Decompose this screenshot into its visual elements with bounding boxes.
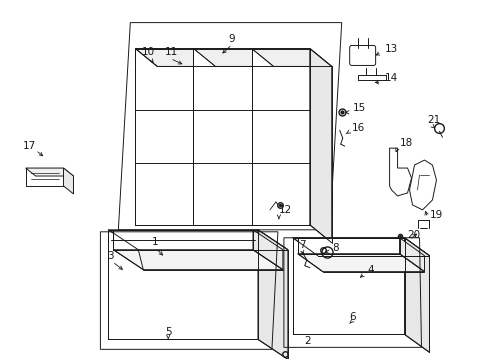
Polygon shape bbox=[404, 238, 428, 352]
Text: 11: 11 bbox=[165, 48, 178, 58]
Text: 13: 13 bbox=[384, 44, 397, 54]
Text: 6: 6 bbox=[349, 312, 356, 323]
Text: 1: 1 bbox=[152, 237, 159, 247]
Polygon shape bbox=[292, 238, 404, 334]
Text: 20: 20 bbox=[407, 230, 420, 240]
Text: 15: 15 bbox=[352, 103, 365, 113]
Polygon shape bbox=[251, 49, 309, 225]
Polygon shape bbox=[113, 250, 283, 270]
Polygon shape bbox=[252, 230, 283, 270]
Text: 9: 9 bbox=[227, 33, 234, 44]
Polygon shape bbox=[399, 238, 424, 272]
Polygon shape bbox=[108, 230, 287, 250]
Text: 12: 12 bbox=[278, 205, 291, 215]
Polygon shape bbox=[297, 254, 424, 272]
Polygon shape bbox=[292, 238, 428, 256]
Polygon shape bbox=[258, 230, 287, 359]
Polygon shape bbox=[408, 160, 436, 210]
Text: 21: 21 bbox=[427, 115, 440, 125]
Polygon shape bbox=[251, 49, 331, 67]
Polygon shape bbox=[25, 168, 63, 186]
Polygon shape bbox=[135, 49, 193, 225]
Polygon shape bbox=[113, 230, 252, 250]
Polygon shape bbox=[108, 230, 258, 339]
Polygon shape bbox=[297, 238, 399, 254]
Text: 14: 14 bbox=[384, 73, 397, 84]
Text: 4: 4 bbox=[367, 265, 373, 275]
Text: 17: 17 bbox=[22, 141, 36, 151]
Text: 16: 16 bbox=[351, 123, 364, 133]
Polygon shape bbox=[193, 49, 251, 225]
Text: 3: 3 bbox=[107, 251, 114, 261]
Polygon shape bbox=[135, 49, 215, 67]
Text: 18: 18 bbox=[399, 138, 412, 148]
Polygon shape bbox=[25, 168, 73, 176]
Text: 8: 8 bbox=[331, 243, 338, 253]
Polygon shape bbox=[193, 49, 273, 67]
Text: 7: 7 bbox=[298, 240, 305, 250]
Text: 19: 19 bbox=[428, 210, 442, 220]
Text: 5: 5 bbox=[164, 327, 171, 337]
Polygon shape bbox=[389, 148, 411, 196]
Text: 2: 2 bbox=[304, 336, 310, 346]
Polygon shape bbox=[63, 168, 73, 194]
Text: 10: 10 bbox=[142, 48, 155, 58]
FancyBboxPatch shape bbox=[349, 45, 375, 66]
Polygon shape bbox=[309, 49, 331, 243]
